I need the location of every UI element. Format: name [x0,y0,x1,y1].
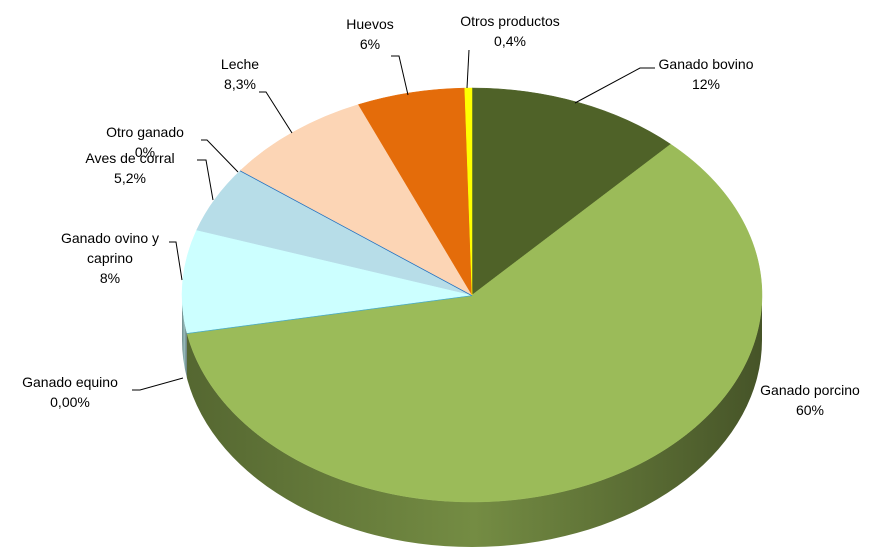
slice-name: Otros productos [460,13,560,29]
slice-value: 6% [359,36,381,52]
pie-slice [186,143,763,503]
slice-value: 8% [99,270,121,286]
leader-line [132,377,184,391]
data-label: Ganado ovino y caprino 8% [40,228,180,288]
slice-value: 0% [134,144,156,160]
data-label: Otros productos 0,4% [440,11,580,51]
pie-slice [464,87,473,296]
pie-slice [240,104,473,296]
pie-slice [471,87,672,296]
slice-value: 12% [691,76,721,92]
leader-line [201,139,239,173]
leader-line [169,241,183,281]
leader-line [466,49,470,89]
data-label: Ganado bovino 12% [641,54,771,94]
slice-value: 5,2% [114,170,146,186]
data-label: Huevos 6% [330,14,410,54]
slice-name: Ganado ovino y caprino [60,230,160,266]
leader-line [574,67,655,104]
data-label: Ganado porcino 60% [745,380,875,420]
slice-value: 8,3% [224,76,256,92]
data-label: Otro ganado 0% [85,122,205,162]
slice-value: 60% [795,402,825,418]
slice-name: Ganado porcino [760,382,860,398]
slice-name: Leche [220,56,260,72]
slice-value: 0,4% [494,33,526,49]
data-label: Ganado equino 0,00% [0,372,140,412]
slice-name: Huevos [346,16,394,32]
data-label: Leche 8,3% [200,54,280,94]
slice-name: Ganado equino [22,374,118,390]
leader-line [197,159,214,201]
slice-name: Otro ganado [106,124,184,140]
leader-line [259,91,293,134]
slice-value: 0,00% [50,394,90,410]
slice-name: Ganado bovino [658,56,754,72]
pie-slice [181,229,473,334]
pie-side [186,295,762,547]
data-label: Aves de corral 5,2% [70,148,190,188]
leader-line [391,55,409,96]
slice-name: Aves de corral [85,150,175,166]
